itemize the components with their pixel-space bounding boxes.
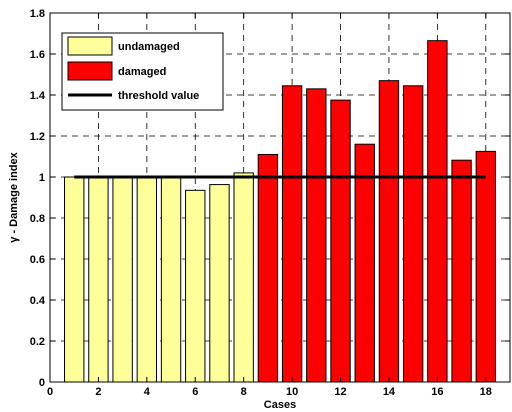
y-axis-label: γ - Damage index bbox=[8, 151, 20, 242]
y-tick-label: 0.2 bbox=[30, 336, 45, 348]
bar-undamaged-case-7 bbox=[209, 184, 230, 383]
bar-damaged-case-17 bbox=[451, 159, 472, 383]
plot-area-frame bbox=[49, 12, 511, 383]
bars bbox=[64, 40, 496, 383]
y-tick-label: 0.6 bbox=[30, 254, 45, 266]
bar-damaged-case-14 bbox=[378, 80, 400, 383]
y-tick-label: 1.6 bbox=[30, 49, 45, 61]
bar-damaged-case-13 bbox=[354, 143, 375, 383]
y-tick-label: 1 bbox=[39, 172, 45, 184]
legend-label-damaged: damaged bbox=[118, 66, 166, 78]
bar-undamaged-case-5 bbox=[160, 176, 182, 383]
legend-label-threshold-value: threshold value bbox=[118, 90, 199, 102]
legend-swatch-undamaged bbox=[67, 36, 113, 56]
legend: undamaged damaged threshold value bbox=[61, 32, 224, 111]
x-tick-label: 0 bbox=[47, 386, 53, 398]
y-tick-label: 1.2 bbox=[30, 131, 45, 143]
bar-damaged-case-9 bbox=[257, 153, 279, 383]
x-tick-label: 4 bbox=[144, 386, 151, 398]
y-tick-label: 0 bbox=[39, 377, 45, 389]
bar-undamaged-case-8 bbox=[233, 172, 254, 383]
x-tick-label: 6 bbox=[192, 386, 198, 398]
x-tick-label: 2 bbox=[95, 386, 101, 398]
bar-damaged-case-11 bbox=[306, 88, 327, 383]
x-tick-label: 18 bbox=[480, 386, 492, 398]
bar-undamaged-case-1 bbox=[64, 176, 85, 383]
bar-damaged-case-18 bbox=[475, 150, 496, 383]
y-tick-label: 0.8 bbox=[30, 213, 45, 225]
bar-damaged-case-15 bbox=[402, 85, 424, 383]
bar-undamaged-case-6 bbox=[185, 189, 206, 383]
bar-damaged-case-10 bbox=[281, 85, 303, 383]
bar-undamaged-case-2 bbox=[88, 176, 109, 383]
y-tick-label: 1.8 bbox=[30, 8, 45, 20]
x-tick-label: 12 bbox=[334, 386, 346, 398]
bar-undamaged-case-4 bbox=[136, 176, 158, 383]
legend-swatch-damaged bbox=[67, 61, 113, 81]
x-tick-label: 10 bbox=[286, 386, 298, 398]
bar-damaged-case-12 bbox=[330, 99, 351, 383]
x-tick-label: 16 bbox=[431, 386, 443, 398]
bar-undamaged-case-3 bbox=[112, 176, 133, 383]
axis-ticks: 0 2 4 6 8 10 12 14 16 18 0 0.2 0.4 0.6 0.8 1 1.2 1.4 1.6 1.… bbox=[30, 8, 510, 398]
bar-damaged-case-16 bbox=[427, 40, 448, 383]
y-tick-label: 0.4 bbox=[30, 295, 46, 307]
legend-label-undamaged: undamaged bbox=[118, 41, 180, 53]
x-tick-label: 14 bbox=[383, 386, 396, 398]
x-tick-label: 8 bbox=[241, 386, 247, 398]
x-axis-label: Cases bbox=[264, 399, 296, 411]
y-tick-label: 1.4 bbox=[30, 90, 46, 102]
